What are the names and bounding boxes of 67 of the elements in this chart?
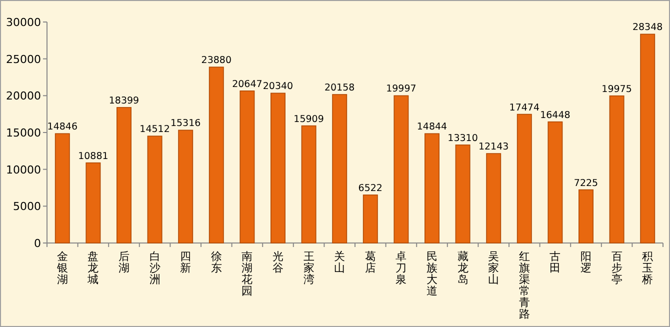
x-tick-label: 阳逻 [580, 250, 592, 274]
x-tick-label: 关山 [334, 250, 346, 274]
x-tick-label: 王家湾 [303, 250, 314, 286]
bar [147, 136, 162, 244]
x-tick-label: 民族大道 [426, 250, 438, 298]
data-label: 14844 [416, 122, 448, 133]
x-tick-label: 白沙洲 [149, 250, 160, 286]
data-label: 20158 [324, 82, 355, 94]
y-tick-label: 20000 [6, 90, 41, 103]
data-label: 17474 [509, 102, 540, 114]
data-label: 15316 [170, 118, 201, 130]
data-label: 18399 [108, 95, 140, 106]
x-tick-label: 金银湖 [56, 250, 68, 286]
x-tick-label: 光谷 [272, 250, 284, 274]
bar [332, 94, 348, 244]
y-tick-label: 25000 [6, 52, 41, 66]
x-tick-label: 积玉桥 [641, 250, 654, 286]
data-label: 14512 [140, 124, 170, 136]
bar [640, 34, 656, 244]
data-label: 23880 [201, 55, 232, 66]
data-label: 6522 [358, 182, 382, 194]
bar [394, 95, 409, 244]
x-tick-label: 后湖 [118, 250, 130, 274]
x-tick-label: 吴家山 [488, 250, 500, 286]
x-tick-label: 卓刀泉 [396, 250, 407, 286]
bar [208, 66, 224, 244]
data-label: 19997 [386, 84, 416, 95]
x-tick-label: 藏龙岛 [457, 250, 468, 286]
bar [86, 162, 101, 244]
x-tick-label: 徐东 [210, 250, 222, 274]
data-label: 19975 [602, 84, 632, 95]
data-label: 14846 [47, 122, 78, 133]
bar [516, 114, 532, 244]
data-label: 7225 [574, 178, 598, 189]
bar [178, 130, 194, 244]
y-tick-label: 10000 [6, 163, 41, 176]
bar [362, 194, 378, 244]
data-label: 12143 [478, 142, 509, 153]
bar [548, 121, 563, 244]
x-tick-label: 南湖花园 [242, 250, 253, 298]
bar [240, 90, 255, 244]
x-tick-label: 盘龙城 [86, 250, 99, 286]
data-label: 13310 [448, 132, 478, 144]
x-tick-label: 古田 [550, 250, 561, 274]
data-label: 28348 [632, 22, 663, 34]
bar [424, 133, 440, 244]
bar [301, 125, 316, 244]
x-tick-label: 四新 [180, 250, 192, 274]
x-tick-label: 百步亭 [611, 250, 622, 286]
bar [486, 153, 502, 244]
y-tick-label: 15000 [6, 126, 41, 140]
x-tick-label: 葛店 [364, 250, 376, 274]
bar [609, 95, 624, 244]
bar [578, 189, 594, 244]
bar [116, 107, 132, 244]
y-tick-label: 30000 [6, 16, 41, 29]
data-label: 20340 [262, 81, 294, 92]
bar [455, 144, 470, 244]
y-tick-label: 5000 [13, 200, 41, 214]
bar [54, 133, 70, 244]
data-label: 20647 [232, 78, 262, 90]
bar [270, 92, 286, 244]
y-tick-label: 0 [34, 237, 41, 250]
data-label: 16448 [540, 110, 570, 121]
data-label: 10881 [78, 150, 108, 162]
data-label: 15909 [294, 114, 324, 125]
x-tick-label: 红旗渠常青路 [518, 250, 530, 320]
